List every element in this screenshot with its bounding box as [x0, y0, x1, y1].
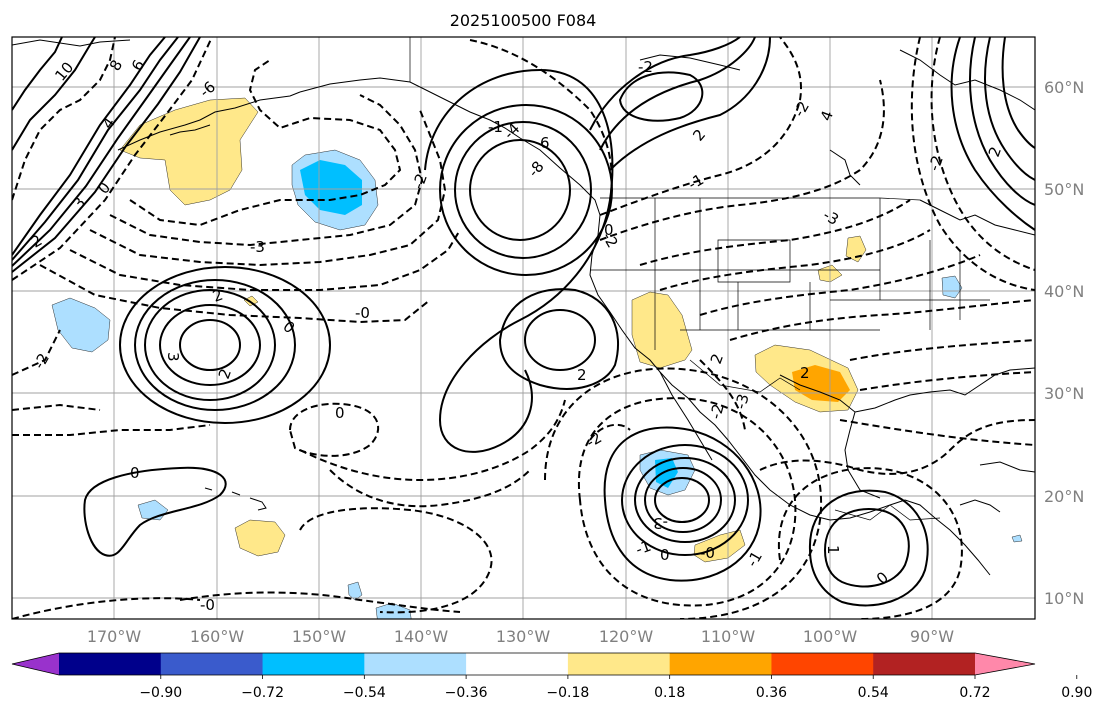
contour-label: -3	[250, 238, 265, 256]
shade-lightblue-south-1	[347, 581, 363, 601]
colorbar-segment	[466, 653, 569, 675]
contour-label: -0	[200, 596, 215, 614]
shade-yellow-aleutian	[119, 97, 259, 206]
colorbar-tick-label: 0.72	[959, 685, 990, 701]
shade-lightblue-lakes	[941, 275, 963, 299]
contour-label: 6	[540, 134, 550, 152]
colorbar-segment	[669, 653, 772, 675]
longitude-labels: 170°W 160°W 150°W 140°W 130°W 120°W 110°…	[87, 627, 954, 646]
colorbar-segment	[567, 653, 671, 675]
contour-label: -2	[409, 171, 431, 191]
lat-label: 60°N	[1044, 78, 1084, 97]
shaded-regions	[51, 97, 1023, 619]
contour-label: 1	[824, 545, 842, 555]
figure-title: 2025100500 F084	[450, 11, 597, 30]
colorbar-segments	[12, 653, 1035, 675]
graticule	[12, 37, 1035, 619]
contour-label: 2	[577, 366, 587, 384]
contour-label: -0	[355, 304, 370, 322]
contour-label: -0	[700, 544, 715, 562]
contour-label: -2	[706, 402, 727, 421]
colorbar-tick-label: −0.54	[343, 685, 386, 701]
contour-label: -2	[638, 58, 653, 76]
lon-label: 150°W	[292, 627, 347, 646]
lon-label: 100°W	[803, 627, 858, 646]
colorbar-tick-label: 0.18	[654, 685, 685, 701]
colorbar-segment	[160, 653, 264, 675]
contour-label: -3	[731, 392, 752, 411]
shade-yellow-hawaii	[234, 519, 286, 557]
contour-label: -1	[488, 118, 503, 136]
contour-label: 0	[130, 464, 140, 482]
colorbar-tick-label: −0.90	[139, 685, 182, 701]
colorbar-tick-labels: −0.90 −0.72 −0.54 −0.36 −0.18 0.18 0.36 0.54 0.7…	[139, 685, 1092, 701]
shade-blue-mexico	[655, 458, 678, 488]
lat-label: 30°N	[1044, 384, 1084, 403]
colorbar-tick-label: −0.72	[241, 685, 284, 701]
contour-label: 0	[660, 546, 670, 564]
shade-lightblue-caribbean	[1011, 534, 1023, 543]
lat-label: 50°N	[1044, 180, 1084, 199]
map-frame	[11, 36, 1036, 620]
shade-lightblue-west	[51, 297, 111, 353]
lon-label: 170°W	[87, 627, 142, 646]
contour-label: -2	[925, 153, 947, 173]
map-panel: 10 8 6 4 3 0 2 -2 -3 3 2 0 -0 2 -6 -4 -2…	[11, 36, 1036, 620]
lon-label: 160°W	[190, 627, 245, 646]
lon-label: 130°W	[496, 627, 551, 646]
colorbar-segment	[262, 653, 365, 675]
contour-label: 3	[164, 352, 182, 362]
colorbar-segment	[873, 653, 976, 675]
colorbar-extend-low	[12, 653, 59, 675]
contour-label: 0	[335, 404, 345, 422]
lat-label: 40°N	[1044, 282, 1084, 301]
lon-label: 110°W	[701, 627, 756, 646]
colorbar-ticks	[160, 675, 1078, 679]
lon-label: 120°W	[599, 627, 654, 646]
colorbar-extend-high	[975, 653, 1035, 675]
lon-label: 140°W	[394, 627, 449, 646]
lat-label: 10°N	[1044, 589, 1084, 608]
shade-blue-gulf	[300, 160, 362, 215]
contour-label: 0	[604, 221, 614, 239]
colorbar: −0.90 −0.72 −0.54 −0.36 −0.18 0.18 0.36 0.54 0.7…	[11, 652, 1092, 701]
colorbar-segment	[364, 653, 467, 675]
colorbar-tick-label: −0.36	[445, 685, 488, 701]
shade-yellow-small-mid	[243, 295, 259, 307]
lon-label: 90°W	[910, 627, 954, 646]
colorbar-tick-label: −0.18	[546, 685, 589, 701]
colorbar-tick-label: 0.90	[1061, 685, 1092, 701]
colorbar-tick-label: 0.54	[858, 685, 889, 701]
colorbar-outline	[11, 652, 1036, 676]
colorbar-segment	[59, 653, 162, 675]
contour-label: -1	[633, 537, 653, 559]
contour-lines	[12, 37, 1035, 619]
colorbar-segment	[771, 653, 874, 675]
contour-label: -3	[653, 514, 668, 532]
contour-label: 2	[800, 364, 810, 382]
latitude-labels: 60°N 50°N 40°N 30°N 20°N 10°N	[1044, 78, 1084, 608]
colorbar-tick-label: 0.36	[756, 685, 787, 701]
lat-label: 20°N	[1044, 487, 1084, 506]
